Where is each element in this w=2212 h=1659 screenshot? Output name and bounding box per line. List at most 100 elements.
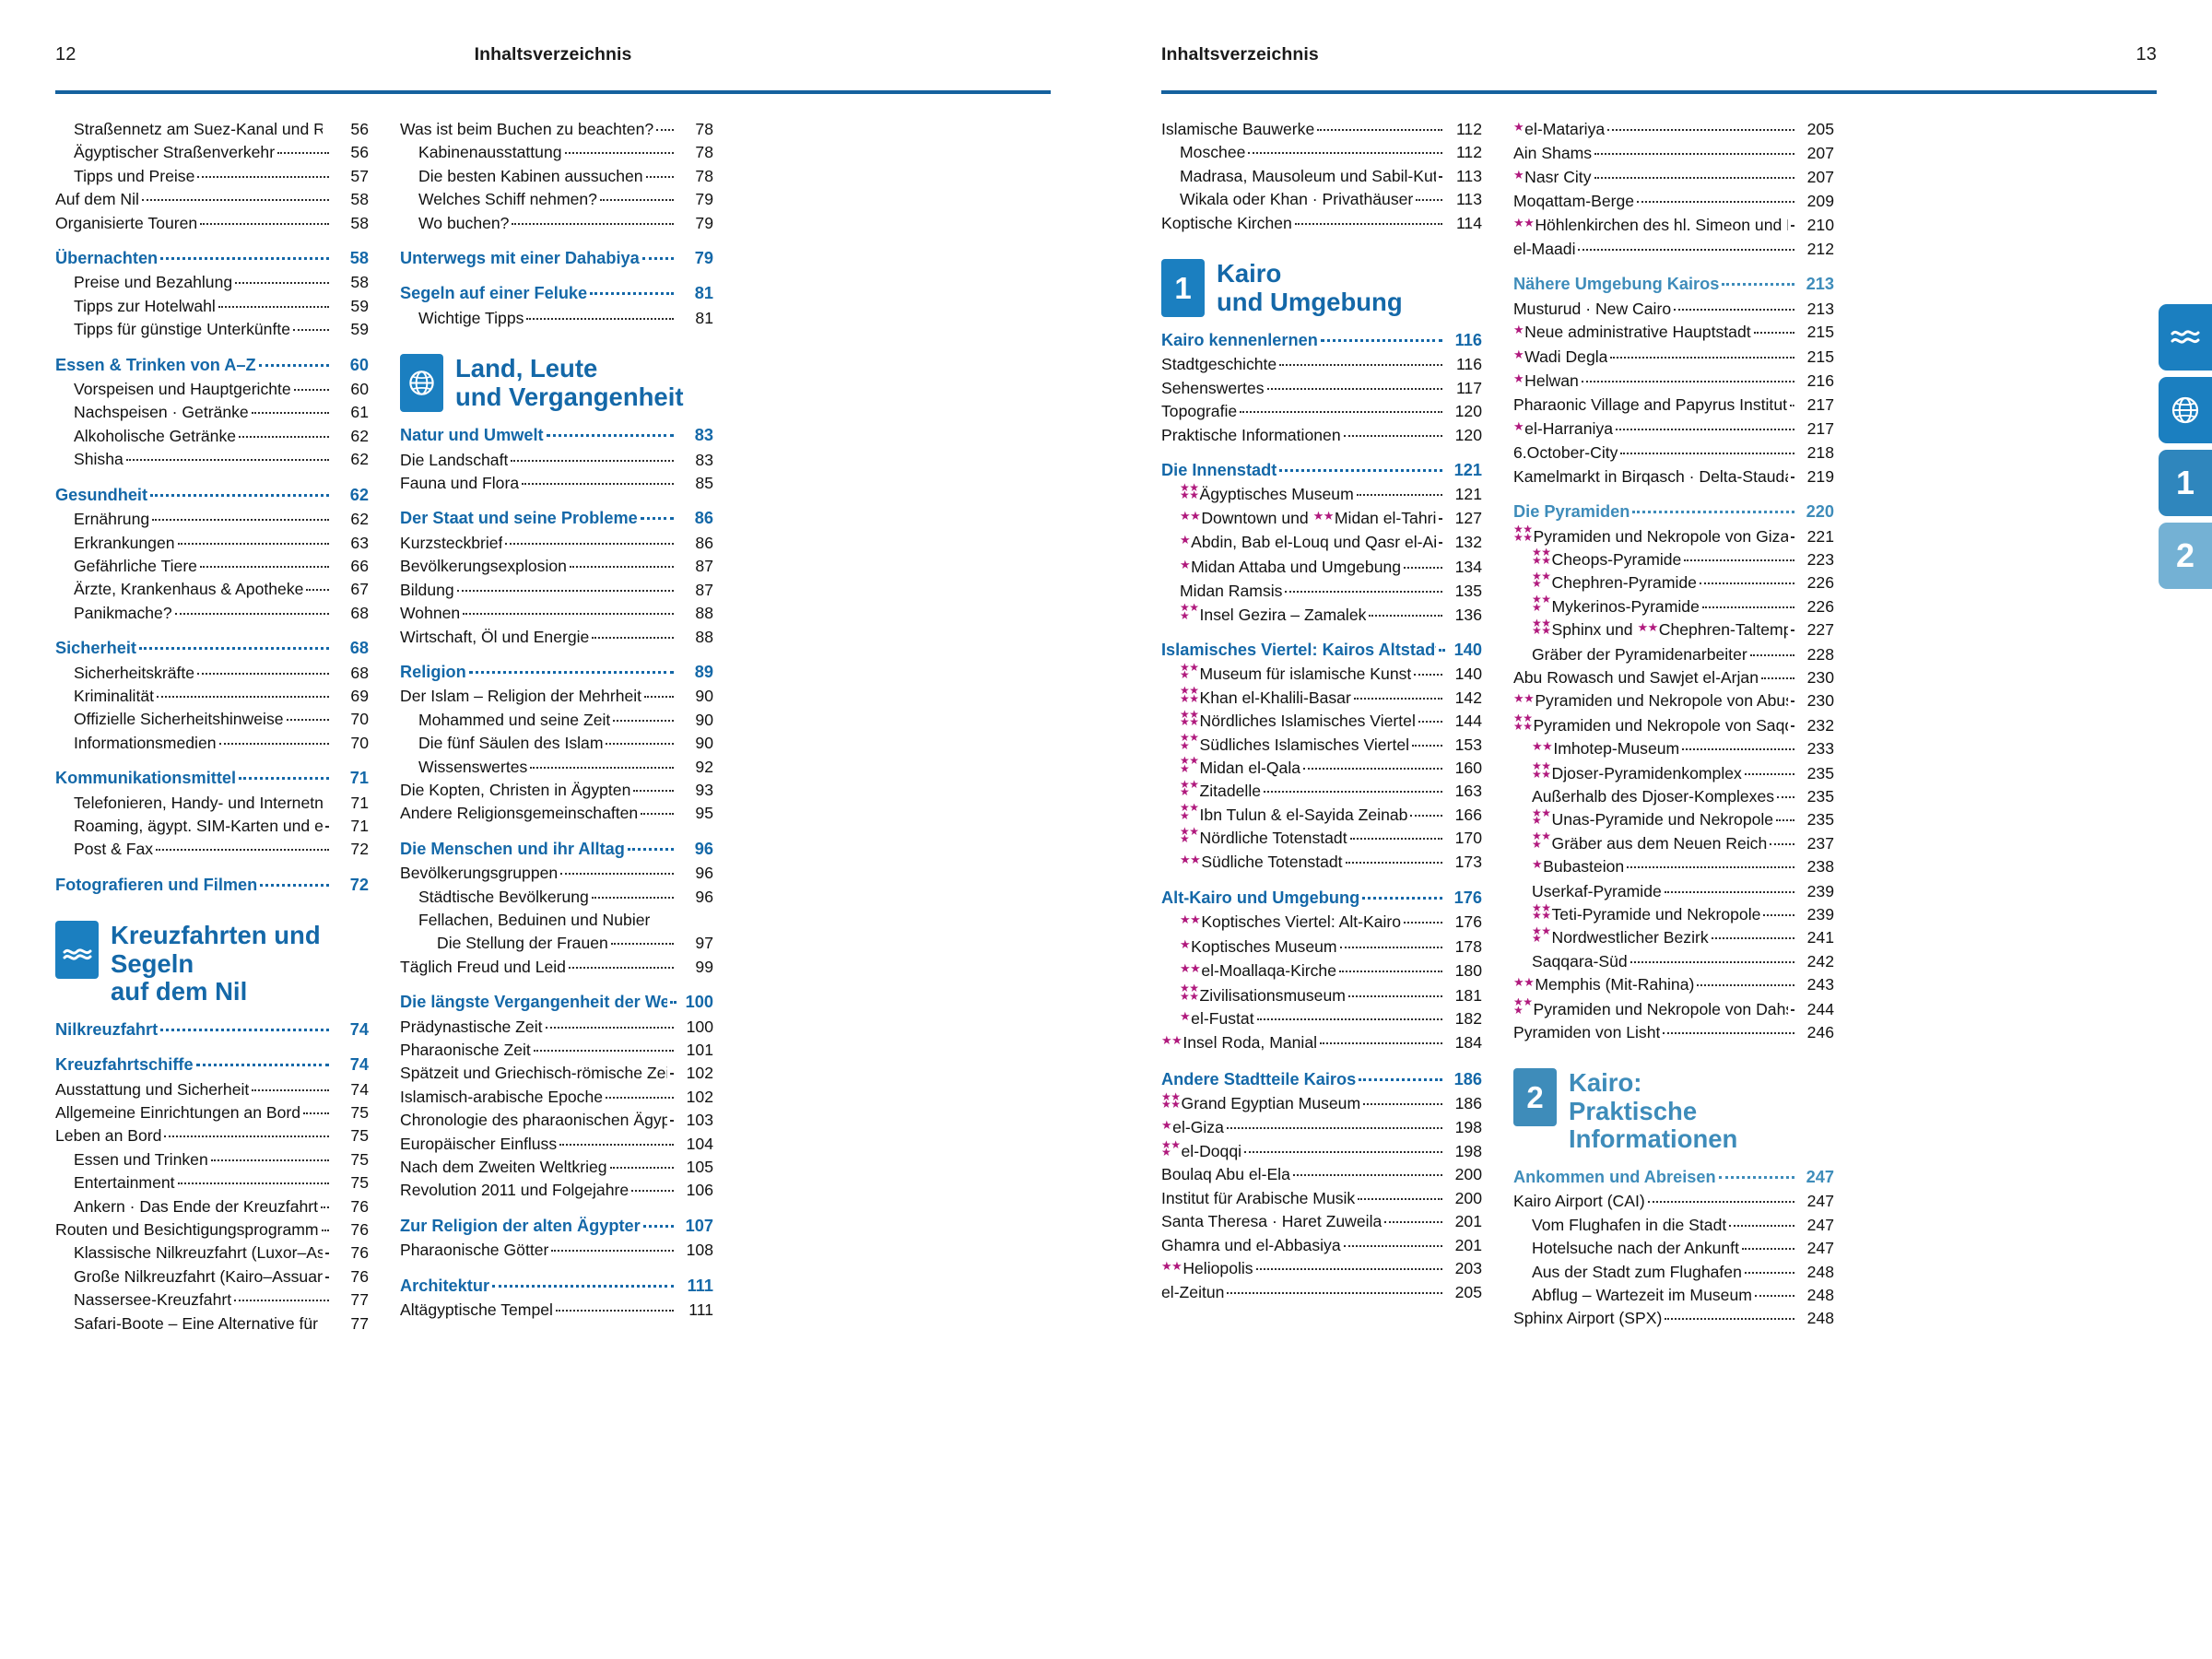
toc-entry[interactable]: ★★ ★ Gräber aus dem Neuen Reich 237 [1513,832,1834,855]
toc-entry[interactable]: Vorspeisen und Hauptgerichte 60 [55,378,369,401]
toc-entry[interactable]: 6.October-City 218 [1513,441,1834,465]
toc-entry[interactable]: Pharaonic Village and Papyrus Institut 21… [1513,394,1834,417]
toc-entry[interactable]: ★★Heliopolis 203 [1161,1257,1482,1281]
toc-entry[interactable]: Unterwegs mit einer Dahabiya 79 [400,247,713,270]
toc-entry[interactable]: Post & Fax 72 [55,838,369,861]
toc-entry[interactable]: Kairo kennenlernen 116 [1161,329,1482,352]
toc-entry[interactable]: Bevölkerungsgruppen 96 [400,862,713,885]
toc-entry[interactable]: Der Staat und seine Probleme 86 [400,507,713,530]
toc-entry[interactable]: Ankommen und Abreisen 247 [1513,1166,1834,1189]
toc-entry[interactable]: Kommunikationsmittel 71 [55,767,369,790]
toc-entry[interactable]: ★Wadi Degla 215 [1513,346,1834,370]
toc-entry[interactable]: Shisha 62 [55,448,369,471]
toc-entry[interactable]: Telefonieren, Handy- und Internetnutzung… [55,792,369,815]
thumb-tab-cruises[interactable] [2159,304,2212,371]
toc-entry[interactable]: Kreuzfahrtschiffe 74 [55,1053,369,1077]
toc-entry[interactable]: ★★ ★ Nordwestlicher Bezirk 241 [1513,926,1834,949]
toc-entry[interactable]: Die Stellung der Frauen 97 [400,932,713,955]
toc-entry[interactable]: Islamisches Viertel: Kairos Altstadt 140 [1161,639,1482,662]
toc-entry[interactable]: Fellachen, Beduinen und Nubier [400,909,713,932]
toc-entry[interactable]: ★Neue administrative Hauptstadt 215 [1513,321,1834,345]
toc-entry[interactable]: ★el-Giza 198 [1161,1116,1482,1140]
toc-entry[interactable]: Sehenswertes 117 [1161,377,1482,400]
toc-entry[interactable]: Wo buchen? 79 [400,212,713,235]
toc-entry[interactable]: ★★ ★ Nördliche Totenstadt 170 [1161,827,1482,850]
toc-entry[interactable]: Nachspeisen · Getränke 61 [55,401,369,424]
toc-entry[interactable]: Routen und Besichtigungsprogramm 76 [55,1218,369,1241]
toc-entry[interactable]: Was ist beim Buchen zu beachten? 78 [400,118,713,141]
toc-entry[interactable]: Kairo Airport (CAI) 247 [1513,1190,1834,1213]
toc-entry[interactable]: Andere Stadtteile Kairos 186 [1161,1068,1482,1091]
toc-entry[interactable]: Täglich Freud und Leid 99 [400,956,713,979]
toc-entry[interactable]: Fotografieren und Filmen 72 [55,874,369,897]
toc-entry[interactable]: ★★Imhotep-Museum 233 [1513,737,1834,761]
toc-entry[interactable]: ★★★★Sphinx und ★★Chephren-Taltempel 227 [1513,618,1834,642]
toc-entry[interactable]: Pharaonische Götter 108 [400,1239,713,1262]
toc-entry[interactable]: Städtische Bevölkerung 96 [400,886,713,909]
toc-entry[interactable]: Moqattam-Berge 209 [1513,190,1834,213]
toc-entry[interactable]: Spätzeit und Griechisch-römische Zeit 102 [400,1062,713,1085]
toc-entry[interactable]: Sicherheitskräfte 68 [55,662,369,685]
toc-entry[interactable]: Leben an Bord 75 [55,1124,369,1147]
toc-entry[interactable]: Die Innenstadt 121 [1161,459,1482,482]
toc-entry[interactable]: ★★ ★ Unas-Pyramide und Nekropole 235 [1513,808,1834,831]
toc-entry[interactable]: ★★ ★★ Pyramiden und Nekropole von Giza 221 [1513,525,1834,548]
toc-entry[interactable]: Pyramiden von Lisht 246 [1513,1021,1834,1044]
toc-entry[interactable]: Bildung 87 [400,579,713,602]
toc-entry[interactable]: ★★Koptisches Viertel: Alt-Kairo 176 [1161,911,1482,935]
toc-entry[interactable]: Alkoholische Getränke 62 [55,425,369,448]
toc-entry[interactable]: Entertainment 75 [55,1171,369,1194]
toc-entry[interactable]: Midan Ramsis 135 [1161,580,1482,603]
toc-entry[interactable]: Panikmache? 68 [55,602,369,625]
toc-entry[interactable]: Große Nilkreuzfahrt (Kairo–Assuan) 76 [55,1265,369,1288]
toc-entry[interactable]: Ain Shams 207 [1513,142,1834,165]
toc-entry[interactable]: Saqqara-Süd 242 [1513,950,1834,973]
toc-entry[interactable]: Wikala oder Khan · Privathäuser 113 [1161,188,1482,211]
toc-entry[interactable]: ★★ ★★ Ägyptisches Museum 121 [1161,483,1482,506]
toc-entry[interactable]: Roaming, ägypt. SIM-Karten und eSIM 71 [55,815,369,838]
toc-entry[interactable]: Erkrankungen 63 [55,532,369,555]
toc-entry[interactable]: Architektur 111 [400,1275,713,1298]
toc-entry[interactable]: ★Helwan 216 [1513,370,1834,394]
toc-entry[interactable]: Islamisch-arabische Epoche 102 [400,1086,713,1109]
toc-entry[interactable]: Essen und Trinken 75 [55,1148,369,1171]
toc-entry[interactable]: ★★ ★ Mykerinos-Pyramide 226 [1513,595,1834,618]
toc-entry[interactable]: Nach dem Zweiten Weltkrieg 105 [400,1156,713,1179]
toc-entry[interactable]: ★Abdin, Bab el-Louq und Qasr el-Aini 132 [1161,531,1482,555]
toc-entry[interactable]: ★★Downtown und ★★Midan el-Tahrir 127 [1161,507,1482,531]
toc-entry[interactable]: ★★ ★★ Teti-Pyramide und Nekropole 239 [1513,903,1834,926]
toc-entry[interactable]: Ankern · Das Ende der Kreuzfahrt 76 [55,1195,369,1218]
toc-entry[interactable]: Die längste Vergangenheit der Welt 100 [400,991,713,1014]
toc-entry[interactable]: ★★ ★★ Zivilisationsmuseum 181 [1161,984,1482,1007]
toc-entry[interactable]: Koptische Kirchen 114 [1161,212,1482,235]
toc-entry[interactable]: Institut für Arabische Musik 200 [1161,1187,1482,1210]
toc-entry[interactable]: ★★Höhlenkirchen des hl. Simeon und Mülls… [1513,214,1834,238]
toc-entry[interactable]: ★el-Fustat 182 [1161,1007,1482,1031]
toc-entry[interactable]: Klassische Nilkreuzfahrt (Luxor–Assuan) 7… [55,1241,369,1265]
toc-entry[interactable]: Die Kopten, Christen in Ägypten 93 [400,779,713,802]
toc-entry[interactable]: ★★Pyramiden und Nekropole von Abusir 230 [1513,689,1834,713]
toc-entry[interactable]: ★★Insel Roda, Manial 184 [1161,1031,1482,1055]
toc-entry[interactable]: Safari-Boote – Eine Alternative für Entd… [55,1312,369,1335]
toc-entry[interactable]: Prädynastische Zeit 100 [400,1016,713,1039]
toc-entry[interactable]: ★★el-Moallaqa-Kirche 180 [1161,959,1482,983]
toc-entry[interactable]: ★★★Pyramiden und Nekropole von Dahschur 2… [1513,998,1834,1021]
toc-entry[interactable]: Die fünf Säulen des Islam 90 [400,732,713,755]
toc-entry[interactable]: Bevölkerungsexplosion 87 [400,555,713,578]
toc-entry[interactable]: ★★ ★★ Djoser-Pyramidenkomplex 235 [1513,762,1834,785]
toc-entry[interactable]: Boulaq Abu el-Ela 200 [1161,1163,1482,1186]
thumb-tab-chapter-2[interactable]: 2 [2159,523,2212,589]
toc-entry[interactable]: Ernährung 62 [55,508,369,531]
toc-entry[interactable]: Alt-Kairo und Umgebung 176 [1161,887,1482,910]
toc-entry[interactable]: Der Islam – Religion der Mehrheit 90 [400,685,713,708]
toc-entry[interactable]: Abu Rowasch und Sawjet el-Arjan 230 [1513,666,1834,689]
toc-entry[interactable]: ★★ ★★ Grand Egyptian Museum 186 [1161,1092,1482,1115]
toc-entry[interactable]: Hotelsuche nach der Ankunft 247 [1513,1237,1834,1260]
toc-entry[interactable]: Straßennetz am Suez-Kanal und Roten Meer… [55,118,369,141]
toc-entry[interactable]: ★★Memphis (Mit-Rahina) 243 [1513,973,1834,997]
toc-entry[interactable]: Kamelmarkt in Birqasch · Delta-Staudamm 2… [1513,465,1834,488]
toc-entry[interactable]: Chronologie des pharaonischen Ägypten 103 [400,1109,713,1132]
toc-entry[interactable]: Die Landschaft 83 [400,449,713,472]
toc-entry[interactable]: Andere Religionsgemeinschaften 95 [400,802,713,825]
toc-entry[interactable]: ★★ ★ el-Doqqi 198 [1161,1140,1482,1163]
